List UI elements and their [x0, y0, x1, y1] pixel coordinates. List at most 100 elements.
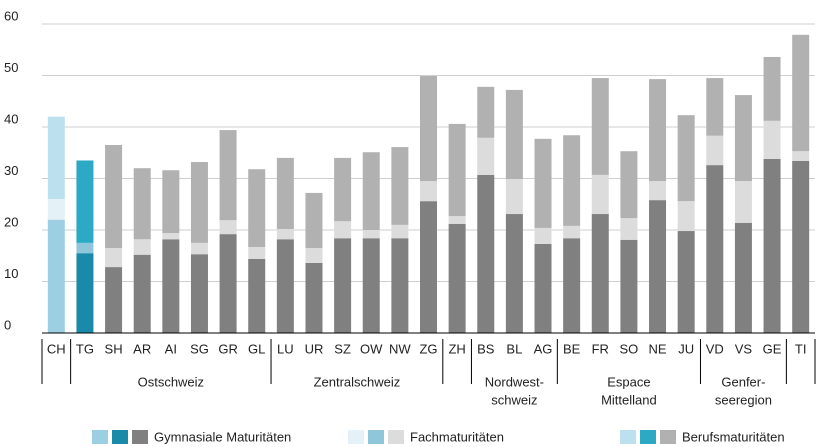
group-label: Mittelland: [601, 392, 657, 407]
group-label: Genfer-: [721, 374, 765, 389]
bar-segment: [334, 221, 352, 239]
bar-segment: [76, 242, 94, 254]
x-tick-label: AR: [133, 341, 151, 356]
bar-segment: [420, 76, 437, 182]
bar-segment: [420, 181, 437, 202]
x-tick-label: BS: [477, 341, 495, 356]
x-tick-label: SG: [190, 341, 209, 356]
bar-segment: [133, 254, 151, 333]
bar-segment: [190, 162, 208, 243]
bar-segment: [105, 145, 123, 249]
bar-segment: [477, 174, 495, 333]
bar-segment: [677, 115, 695, 202]
legend-swatch: [640, 430, 656, 444]
legend-swatch: [132, 430, 148, 444]
bar-segment: [620, 239, 638, 333]
legend-swatch: [112, 430, 128, 444]
bar-segment: [792, 34, 810, 152]
bar-segment: [276, 239, 294, 333]
bar-segment: [362, 238, 380, 333]
bar-segment: [534, 243, 552, 333]
bar-segment: [649, 181, 667, 201]
bar-segment: [591, 174, 609, 215]
bar-segment: [362, 230, 380, 239]
y-tick-label: 60: [4, 8, 18, 23]
legend-label: Fachmaturitäten: [410, 429, 504, 444]
bar-segment: [448, 216, 466, 224]
bar-segment: [305, 248, 323, 263]
bar-segment: [334, 157, 352, 222]
bar-segment: [362, 152, 380, 230]
legend-swatch: [348, 430, 364, 444]
bar-segment: [248, 169, 266, 247]
bar-segment: [162, 239, 180, 333]
bar-segment: [47, 199, 65, 220]
bar-segment: [76, 253, 94, 333]
bar-segment: [505, 214, 523, 333]
x-tick-label: BL: [506, 341, 522, 356]
y-tick-label: 20: [4, 214, 18, 229]
y-tick-label: 0: [4, 317, 11, 332]
bar-segment: [563, 135, 581, 226]
bar-segment: [734, 181, 752, 223]
x-tick-label: GE: [763, 341, 782, 356]
bar-segment: [47, 219, 65, 333]
bar-segment: [677, 201, 695, 232]
bar-segment: [190, 254, 208, 333]
bar-segment: [591, 214, 609, 333]
bar-segment: [477, 137, 495, 175]
x-tick-label: SO: [620, 341, 639, 356]
x-tick-label: NE: [649, 341, 667, 356]
x-tick-label: BE: [563, 341, 581, 356]
y-tick-label: 10: [4, 266, 18, 281]
x-tick-label: GL: [248, 341, 265, 356]
x-tick-label: AI: [165, 341, 177, 356]
x-tick-label: GR: [218, 341, 238, 356]
bar-segment: [391, 224, 409, 239]
legend-swatch: [660, 430, 676, 444]
x-tick-label: FR: [592, 341, 609, 356]
bar-segment: [76, 160, 94, 243]
bar-segment: [763, 120, 781, 159]
bar-segment: [792, 151, 810, 161]
x-tick-label: VS: [735, 341, 753, 356]
bar-segment: [219, 234, 237, 333]
x-tick-label: TG: [76, 341, 94, 356]
bar-segment: [219, 130, 237, 221]
bar-segment: [505, 179, 523, 215]
legend-swatch: [620, 430, 636, 444]
bar-segment: [505, 89, 523, 180]
y-tick-label: 40: [4, 111, 18, 126]
bar-segment: [763, 56, 781, 121]
bar-segment: [420, 201, 437, 333]
bar-segment: [591, 78, 609, 175]
legend-label: Berufsmaturitäten: [682, 429, 785, 444]
group-label: Ostschweiz: [138, 374, 204, 389]
bar-segment: [334, 238, 352, 333]
bar-segment: [677, 231, 695, 333]
bar-segment: [706, 78, 724, 136]
bar-segment: [706, 135, 724, 166]
bar-segment: [162, 233, 180, 240]
bar-segment: [763, 158, 781, 333]
x-tick-label: AG: [534, 341, 553, 356]
legend-label: Gymnasiale Maturitäten: [154, 429, 291, 444]
bar-segment: [534, 138, 552, 228]
bar-segment: [248, 246, 266, 259]
bar-segment: [448, 223, 466, 333]
x-tick-label: ZG: [419, 341, 437, 356]
group-label: Espace: [607, 374, 650, 389]
group-label: schweiz: [491, 392, 537, 407]
bar-segment: [133, 168, 151, 240]
x-tick-label: TI: [795, 341, 807, 356]
x-tick-label: ZH: [448, 341, 465, 356]
bar-segment: [276, 228, 294, 240]
bar-segment: [391, 147, 409, 225]
bar-segment: [649, 79, 667, 182]
bar-segment: [105, 267, 123, 333]
bar-segment: [792, 160, 810, 333]
bar-segment: [620, 151, 638, 219]
bar-segment: [47, 116, 65, 200]
bar-segment: [162, 170, 180, 234]
